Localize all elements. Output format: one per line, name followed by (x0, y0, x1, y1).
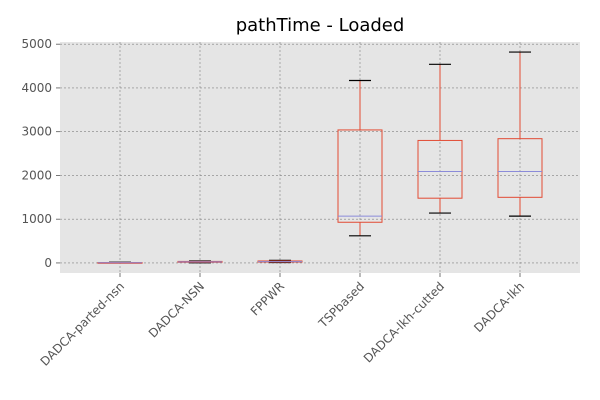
y-tick-label: 0 (44, 256, 52, 270)
plot-area (60, 42, 580, 273)
y-tick-label: 1000 (21, 212, 52, 226)
box-series (97, 51, 543, 264)
x-tick-label: DADCA-NSN (146, 279, 207, 340)
x-tick-label: DADCA-lkh (471, 279, 527, 335)
box-item (97, 261, 143, 264)
x-tick-label: DADCA-lkh-cutted (361, 279, 447, 365)
x-axis-ticks: DADCA-parted-nsn DADCA-NSN FPPWR TSPbasedDA… (38, 273, 527, 369)
box-item (497, 51, 543, 217)
y-tick-label: 3000 (21, 125, 52, 139)
chart-title: pathTime - Loaded (236, 15, 405, 36)
box-body (337, 129, 383, 223)
y-tick-label: 4000 (21, 81, 52, 95)
box-body (417, 139, 463, 199)
x-tick-label: DADCA-parted-nsn (38, 279, 127, 368)
box-body (497, 138, 543, 198)
y-tick-label: 2000 (21, 168, 52, 182)
box-item (337, 79, 383, 237)
y-axis-ticks: 0 1000 2000 3000 4000 5000 (21, 37, 60, 270)
y-tick-label: 5000 (21, 37, 52, 51)
x-tick-label: FPPWR (248, 279, 287, 318)
box-item (177, 260, 223, 264)
x-tick-label: TSPbased (315, 279, 367, 331)
box-item (257, 259, 303, 264)
box-item (417, 63, 463, 214)
